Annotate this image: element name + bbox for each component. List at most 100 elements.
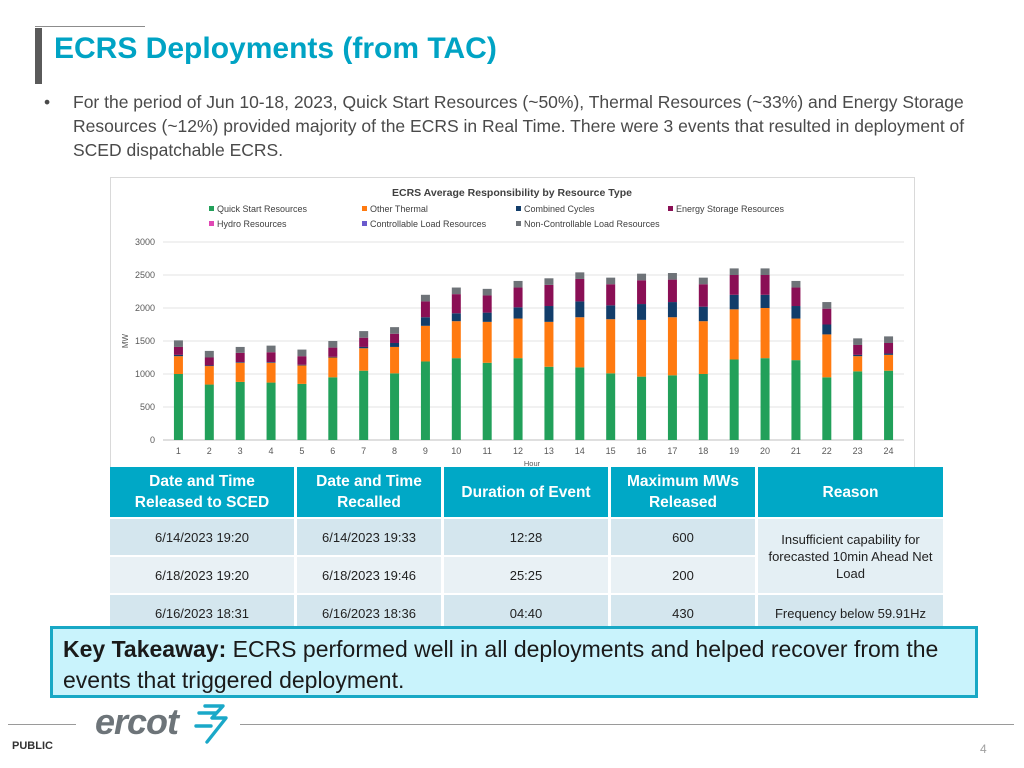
bar-segment (729, 309, 739, 360)
bar-segment (482, 295, 492, 313)
bar-segment (390, 333, 400, 343)
bar-segment (204, 365, 214, 367)
bar-segment (204, 350, 214, 358)
bar-segment (173, 346, 183, 355)
col-header-duration: Duration of Event (444, 467, 611, 517)
cell-recalled: 6/16/2023 18:36 (297, 593, 444, 631)
bar-segment (760, 308, 770, 359)
bar-segment (482, 362, 492, 440)
cell-reason: Insufficient capability for forecasted 1… (758, 517, 946, 593)
bar-segment (544, 306, 554, 322)
bar-segment (235, 381, 245, 440)
bar-segment (513, 358, 523, 440)
table-row: 6/16/2023 18:31 6/16/2023 18:36 04:40 43… (110, 593, 946, 631)
bar-segment (235, 352, 245, 363)
bar-segment (204, 357, 214, 366)
bar-segment (606, 277, 616, 285)
bar-segment (451, 321, 461, 359)
col-header-max-mw: Maximum MWs Released (611, 467, 758, 517)
y-axis-label: MW (121, 333, 130, 348)
bar-segment (606, 284, 616, 306)
x-tick-label: 9 (423, 446, 428, 456)
cell-duration: 12:28 (444, 517, 611, 555)
bar-segment (297, 364, 307, 366)
bar-segment (884, 354, 894, 371)
legend-swatch (516, 221, 521, 226)
bar-segment (266, 352, 276, 363)
bar-segment (698, 284, 708, 307)
cell-duration: 25:25 (444, 555, 611, 593)
table-row: 6/18/2023 19:20 6/18/2023 19:46 25:25 20… (110, 555, 946, 593)
table-row: 6/14/2023 19:20 6/14/2023 19:33 12:28 60… (110, 517, 946, 593)
bar-segment (606, 373, 616, 440)
bar-segment (729, 268, 739, 275)
key-takeaway-box: Key Takeaway: ECRS performed well in all… (50, 626, 978, 698)
bar-segment (173, 374, 183, 440)
bar-segment (297, 383, 307, 440)
legend-label: Hydro Resources (217, 219, 287, 229)
footer-divider-right (240, 724, 1014, 725)
bar-segment (204, 366, 214, 385)
bar-segment (698, 277, 708, 285)
x-tick-label: 2 (207, 446, 212, 456)
x-tick-label: 5 (299, 446, 304, 456)
bar-segment (760, 275, 770, 295)
bar-segment (420, 325, 430, 362)
title-accent-line (35, 26, 145, 27)
bar-segment (297, 349, 307, 357)
bar-segment (266, 362, 276, 363)
cell-recalled: 6/18/2023 19:46 (297, 555, 444, 593)
bar-segment (760, 268, 770, 275)
bar-segment (513, 318, 523, 359)
bar-segment (760, 358, 770, 440)
bar-segment (482, 312, 492, 322)
bar-segment (173, 354, 183, 357)
bar-segment (637, 376, 647, 440)
bar-segment (266, 362, 276, 383)
y-tick-label: 2000 (135, 303, 155, 313)
col-header-released: Date and Time Released to SCED (110, 467, 297, 517)
bar-segment (729, 359, 739, 440)
col-header-reason: Reason (758, 467, 946, 517)
legend-swatch (668, 206, 673, 211)
bar-segment (822, 324, 832, 335)
cell-released: 6/18/2023 19:20 (110, 555, 297, 593)
bar-segment (544, 278, 554, 285)
cell-max-mw: 200 (611, 555, 758, 593)
x-tick-label: 23 (853, 446, 863, 456)
bar-segment (791, 280, 801, 288)
bar-segment (822, 308, 832, 325)
x-tick-label: 12 (513, 446, 523, 456)
bar-segment (482, 321, 492, 363)
bar-segment (420, 294, 430, 302)
bar-segment (390, 373, 400, 440)
col-header-recalled: Date and Time Recalled (297, 467, 444, 517)
x-tick-label: 6 (330, 446, 335, 456)
bar-segment (328, 341, 338, 348)
footer-divider-left (8, 724, 76, 725)
bar-segment (451, 313, 461, 322)
x-tick-label: 19 (729, 446, 739, 456)
legend-swatch (209, 221, 214, 226)
bar-segment (853, 344, 863, 355)
bar-segment (359, 346, 369, 349)
bar-segment (451, 294, 461, 314)
ecrs-events-table: Date and Time Released to SCED Date and … (110, 467, 946, 631)
cell-max-mw: 430 (611, 593, 758, 631)
bar-segment (729, 275, 739, 295)
bar-segment (791, 360, 801, 440)
bar-segment (667, 273, 677, 280)
y-tick-label: 2500 (135, 270, 155, 280)
cell-max-mw: 600 (611, 517, 758, 555)
bullet-marker: • (44, 92, 51, 112)
chart-title: ECRS Average Responsibility by Resource … (392, 187, 632, 199)
x-tick-label: 1 (176, 446, 181, 456)
x-tick-label: 13 (544, 446, 554, 456)
bar-segment (390, 346, 400, 374)
ercot-logo: ercot (95, 701, 228, 744)
bar-segment (760, 294, 770, 308)
bar-segment (637, 319, 647, 377)
x-tick-label: 8 (392, 446, 397, 456)
bar-segment (606, 319, 616, 374)
cell-recalled: 6/14/2023 19:33 (297, 517, 444, 555)
